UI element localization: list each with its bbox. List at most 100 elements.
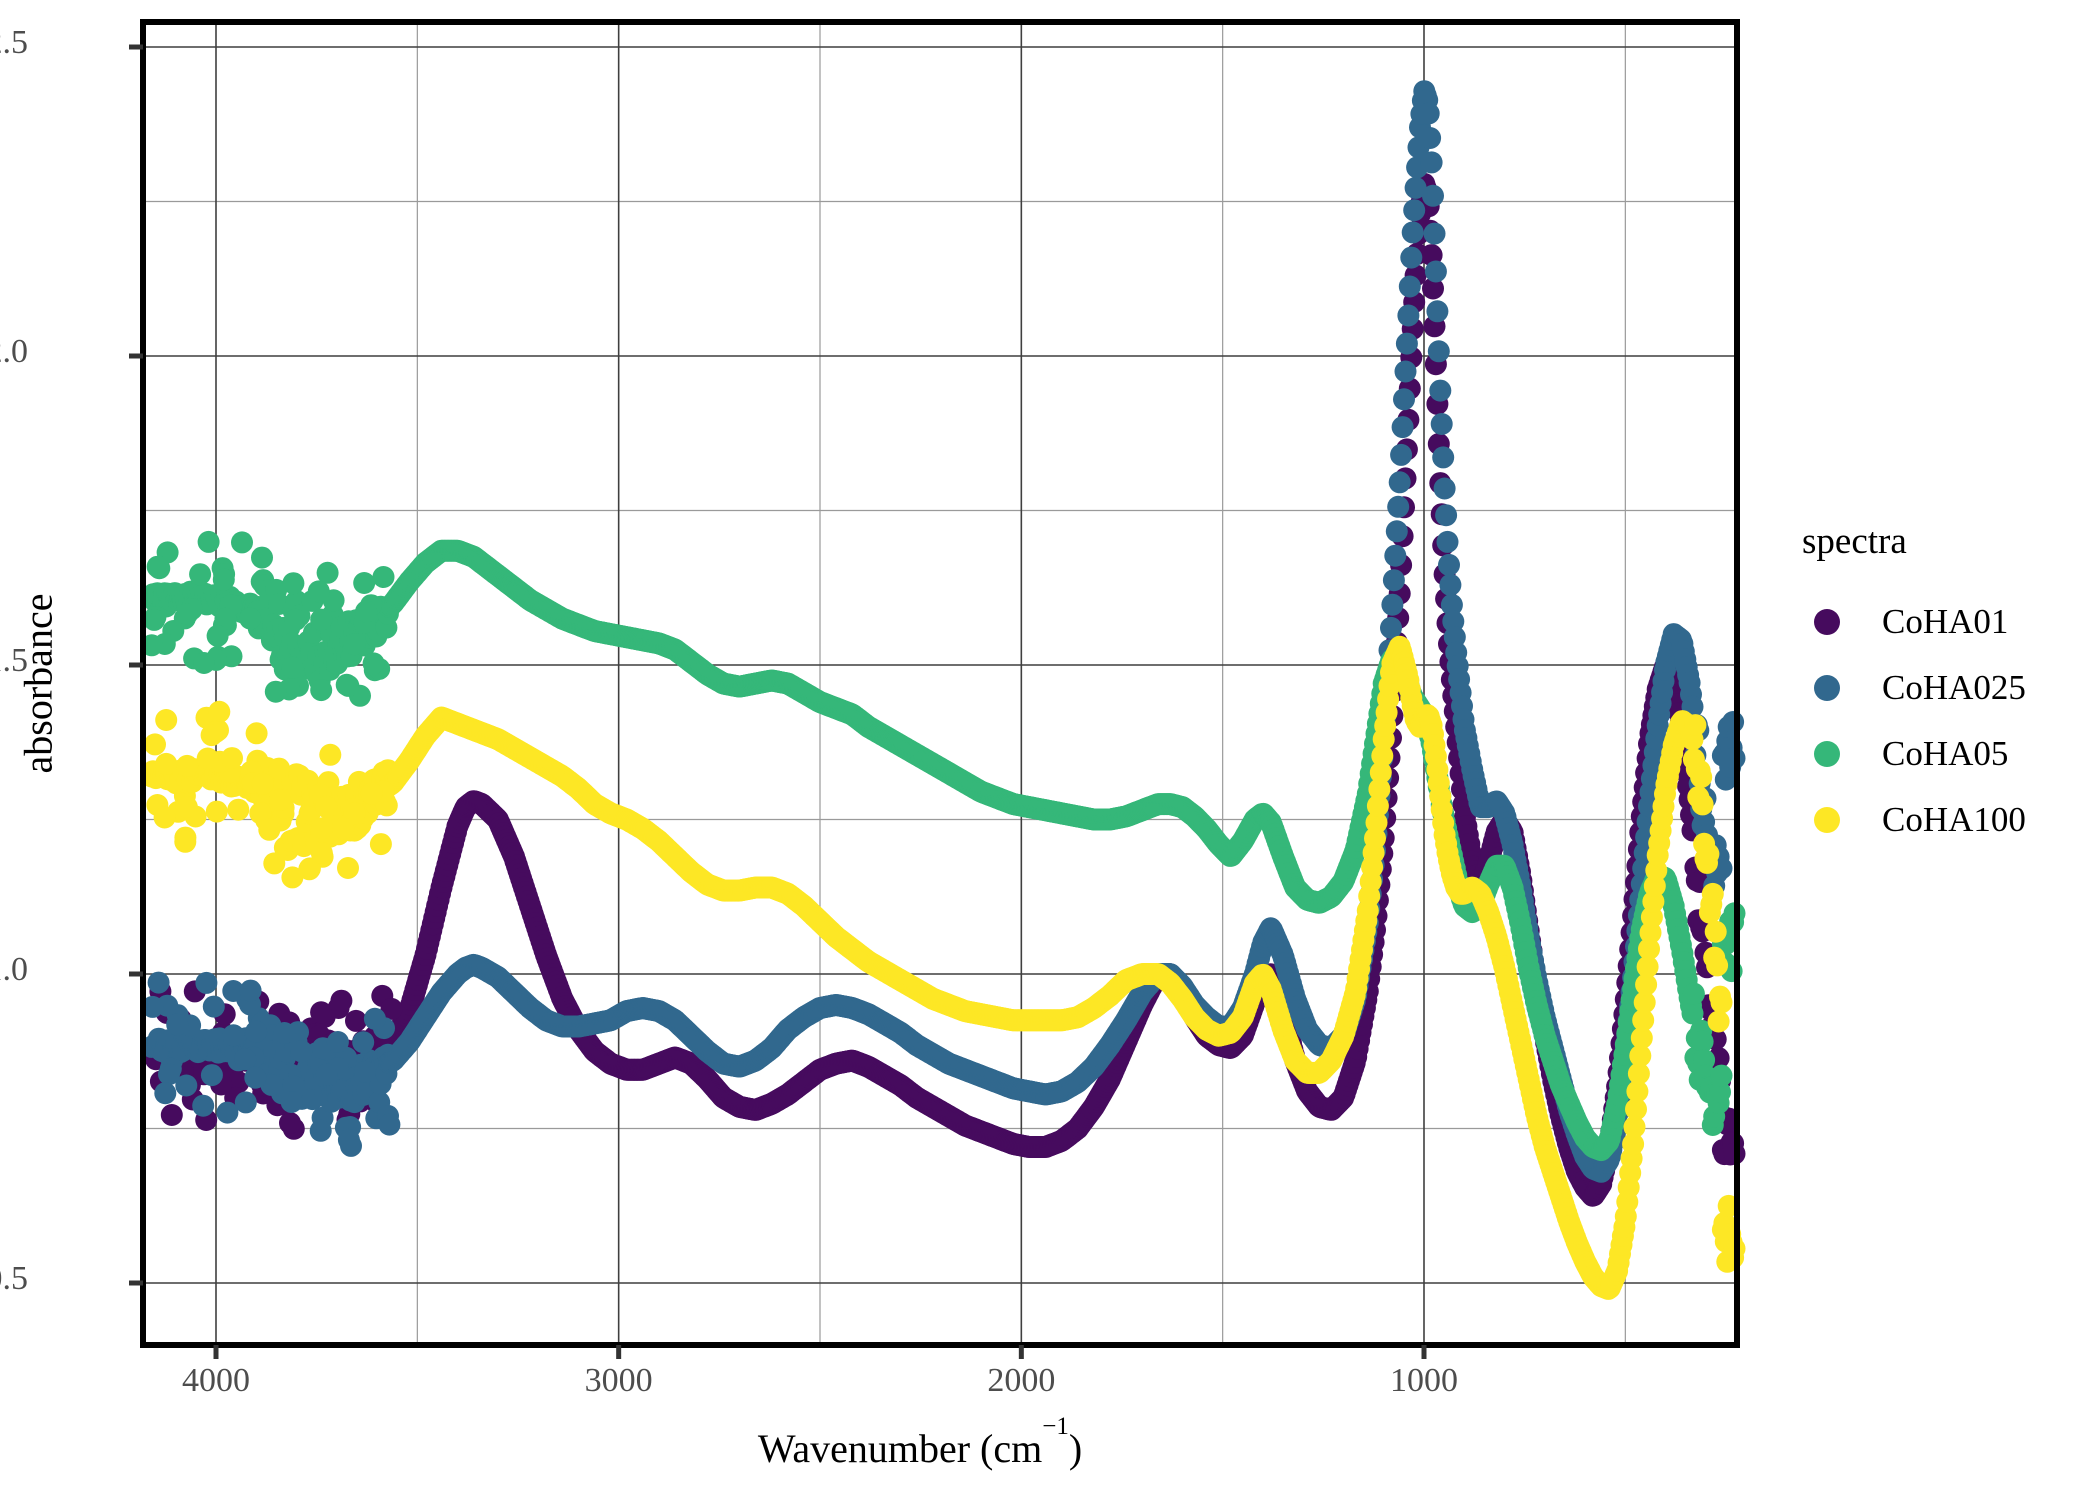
data-point-outlier	[310, 1001, 333, 1024]
data-point-outlier	[332, 817, 355, 840]
legend-item-0[interactable]: CoHA01	[1800, 589, 2090, 655]
data-point-outlier	[352, 1031, 375, 1054]
data-point-outlier	[166, 1013, 189, 1036]
data-point	[1430, 413, 1453, 435]
x-axis-title-exponent: −1	[1042, 1412, 1069, 1440]
data-point-outlier	[222, 980, 245, 1002]
data-point	[1681, 1002, 1704, 1025]
data-point-outlier	[221, 747, 243, 770]
legend-label-1: CoHA025	[1882, 668, 2026, 707]
data-point-outlier	[251, 772, 274, 795]
legend-item-1[interactable]: CoHA025	[1800, 655, 2090, 721]
data-point	[1417, 102, 1440, 125]
data-point-outlier	[330, 989, 353, 1012]
legend-item-3[interactable]: CoHA100	[1800, 787, 2090, 853]
data-point	[1368, 778, 1391, 801]
data-point	[1632, 1009, 1655, 1032]
data-point-outlier	[146, 555, 169, 578]
data-point-outlier	[141, 995, 164, 1018]
data-point-outlier	[196, 747, 219, 770]
data-point	[1390, 443, 1413, 466]
data-point-outlier	[280, 1091, 303, 1113]
data-point	[1391, 416, 1414, 439]
y-tick-label-4: 2.5	[0, 24, 28, 61]
data-point-outlier	[239, 979, 262, 1002]
data-point	[1433, 477, 1456, 500]
data-point	[1623, 1116, 1646, 1138]
x-axis-title-tail: )	[1068, 1426, 1083, 1471]
data-point-outlier	[216, 1101, 239, 1124]
y-tick-label-3: 2.0	[0, 333, 28, 370]
data-point-outlier	[202, 995, 225, 1018]
data-point	[372, 566, 395, 588]
panel-border	[140, 19, 1740, 1348]
data-point	[1387, 495, 1410, 518]
data-point	[1684, 714, 1707, 737]
data-point	[1404, 176, 1427, 199]
data-point	[1626, 1080, 1649, 1103]
data-point-outlier	[153, 806, 176, 829]
data-point	[1722, 711, 1745, 733]
data-point	[1436, 530, 1459, 553]
panel-background	[143, 22, 1737, 1345]
data-point-outlier	[197, 530, 220, 553]
data-point	[1423, 222, 1446, 245]
legend-key-icon-1	[1800, 675, 1854, 701]
data-point-outlier	[343, 802, 366, 825]
data-point-outlier	[337, 857, 359, 879]
data-point-outlier	[251, 546, 273, 569]
data-point-outlier	[378, 1113, 401, 1136]
data-point-outlier	[200, 724, 223, 747]
data-point-outlier	[155, 709, 178, 731]
data-point	[1709, 1081, 1731, 1104]
data-point	[1381, 593, 1404, 616]
data-point-outlier	[281, 866, 304, 889]
data-point-outlier	[343, 633, 366, 656]
data-point	[1627, 1062, 1650, 1085]
legend-item-2[interactable]: CoHA05	[1800, 721, 2090, 787]
data-point-outlier	[315, 795, 338, 818]
data-point	[1439, 573, 1462, 596]
data-point-outlier	[175, 796, 198, 818]
data-point	[1385, 520, 1408, 543]
data-point	[1420, 151, 1443, 174]
data-point-outlier	[193, 652, 215, 674]
data-point	[1426, 300, 1449, 323]
data-point-outlier	[273, 1022, 296, 1044]
data-point-outlier	[360, 782, 383, 805]
data-point	[1369, 761, 1392, 784]
data-point-outlier	[144, 733, 166, 756]
data-point-outlier	[175, 1074, 198, 1097]
data-point	[1432, 446, 1455, 469]
x-axis-title: Wavenumber (cm−1)	[400, 1413, 1440, 1472]
x-tick-label-0: 4000	[182, 1362, 250, 1399]
data-point-outlier	[363, 1007, 386, 1030]
data-point	[1706, 954, 1729, 977]
data-point-outlier	[245, 722, 268, 745]
legend-label-3: CoHA100	[1882, 800, 2026, 839]
data-point	[1422, 277, 1444, 300]
data-point-outlier	[195, 971, 218, 994]
data-point	[1704, 920, 1727, 943]
data-point-outlier	[309, 1119, 332, 1142]
data-point-outlier	[290, 1040, 313, 1063]
data-point-outlier	[282, 572, 305, 595]
data-point	[1435, 504, 1458, 527]
data-point	[1710, 991, 1733, 1014]
y-tick-label-0: 0.5	[0, 1260, 28, 1297]
data-point-outlier	[158, 1063, 180, 1086]
data-point-outlier	[231, 531, 253, 554]
data-point-outlier	[281, 656, 304, 679]
data-point	[1366, 794, 1389, 817]
x-tick-label-2: 2000	[987, 1362, 1056, 1399]
data-point-outlier	[200, 1064, 223, 1087]
data-point	[1697, 842, 1720, 865]
data-point-outlier	[310, 608, 333, 631]
data-point	[1701, 882, 1724, 905]
data-point	[1638, 938, 1660, 960]
data-point	[1625, 1098, 1647, 1121]
legend-label-2: CoHA05	[1882, 734, 2009, 773]
legend-label-0: CoHA01	[1882, 602, 2009, 641]
